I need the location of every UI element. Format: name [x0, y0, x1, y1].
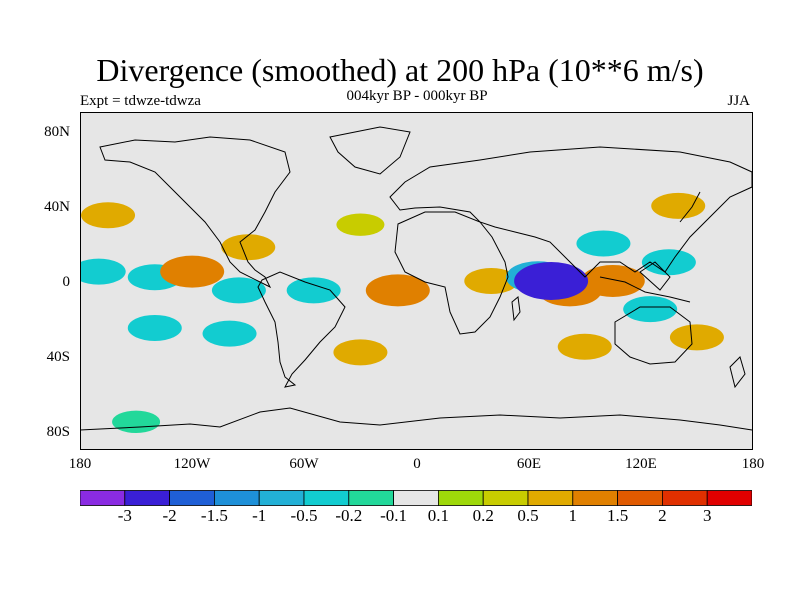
- colorbar-box: [124, 490, 170, 506]
- experiment-label: Expt = tdwze-tdwza: [80, 93, 201, 109]
- colorbar-box: [527, 490, 574, 506]
- lon-label-0: 0: [413, 456, 421, 472]
- colorbar-box: [303, 490, 350, 506]
- contour-fields: [80, 192, 724, 434]
- convergence-region: [576, 230, 631, 257]
- convergence-region: [514, 262, 589, 300]
- colorbar-label: -2: [162, 506, 177, 525]
- colorbar-label: -0.1: [380, 506, 408, 525]
- colorbar-box: [258, 490, 305, 506]
- divergence-region: [557, 333, 612, 360]
- colorbar-label: 0.2: [472, 506, 494, 525]
- colorbar-label: 0.5: [517, 506, 539, 525]
- lat-label-80n: 80N: [44, 124, 70, 140]
- colorbar-box: [482, 490, 529, 506]
- coastlines: [80, 126, 753, 431]
- colorbar-box: [169, 490, 215, 506]
- colorbar-label: -3: [117, 506, 132, 525]
- season-label: JJA: [727, 93, 750, 109]
- colorbar: [80, 490, 752, 506]
- period-label: 004kyr BP - 000kyr BP: [346, 88, 488, 104]
- lon-label-120e: 120E: [625, 456, 657, 472]
- lon-label-60e: 60E: [516, 456, 542, 472]
- colorbar-box: [393, 490, 439, 506]
- colorbar-box: [437, 490, 484, 506]
- divergence-region: [580, 265, 645, 297]
- colorbar-box: [617, 490, 663, 506]
- divergence-region: [336, 213, 385, 236]
- colorbar-box: [706, 490, 752, 506]
- colorbar-label: 1.5: [606, 506, 629, 525]
- convergence-region: [623, 296, 678, 323]
- convergence-region: [112, 410, 161, 434]
- convergence-region: [641, 249, 696, 276]
- colorbar-box: [662, 490, 708, 506]
- colorbar-label: -1.5: [200, 506, 228, 525]
- lat-label-0: 0: [62, 274, 71, 290]
- colorbar-label: -0.5: [290, 506, 318, 525]
- convergence-region: [211, 277, 266, 304]
- convergence-region: [286, 277, 341, 304]
- colorbar-label: -1: [252, 506, 267, 525]
- divergence-region: [464, 268, 519, 294]
- chart-title: Divergence (smoothed) at 200 hPa (10**6 …: [96, 52, 704, 88]
- divergence-region: [651, 192, 706, 219]
- colorbar-box: [80, 490, 126, 506]
- divergence-map: [80, 112, 753, 450]
- colorbar-label: -0.2: [335, 506, 363, 525]
- colorbar-box: [572, 490, 618, 506]
- divergence-region: [160, 255, 225, 288]
- colorbar-label: 1: [568, 506, 578, 525]
- lat-label-80s: 80S: [46, 424, 70, 440]
- colorbar-label: 2: [658, 506, 667, 525]
- divergence-region: [669, 324, 724, 351]
- lon-label-60w: 60W: [289, 456, 319, 472]
- lon-label-180e: 180: [741, 456, 765, 472]
- colorbar-box: [213, 490, 260, 506]
- colorbar-label: 3: [702, 506, 712, 525]
- lat-label-40s: 40S: [46, 349, 70, 365]
- colorbar-label: 0.1: [427, 506, 450, 525]
- lon-label-120w: 120W: [173, 456, 211, 472]
- colorbar-box: [348, 490, 394, 506]
- lon-label-180w: 180: [68, 456, 92, 472]
- divergence-region: [333, 339, 388, 366]
- lat-label-40n: 40N: [44, 199, 70, 215]
- divergence-region: [221, 234, 276, 261]
- divergence-region: [81, 202, 136, 229]
- convergence-region: [127, 314, 182, 341]
- divergence-region: [365, 274, 430, 307]
- convergence-region: [202, 320, 257, 347]
- convergence-region: [80, 258, 126, 285]
